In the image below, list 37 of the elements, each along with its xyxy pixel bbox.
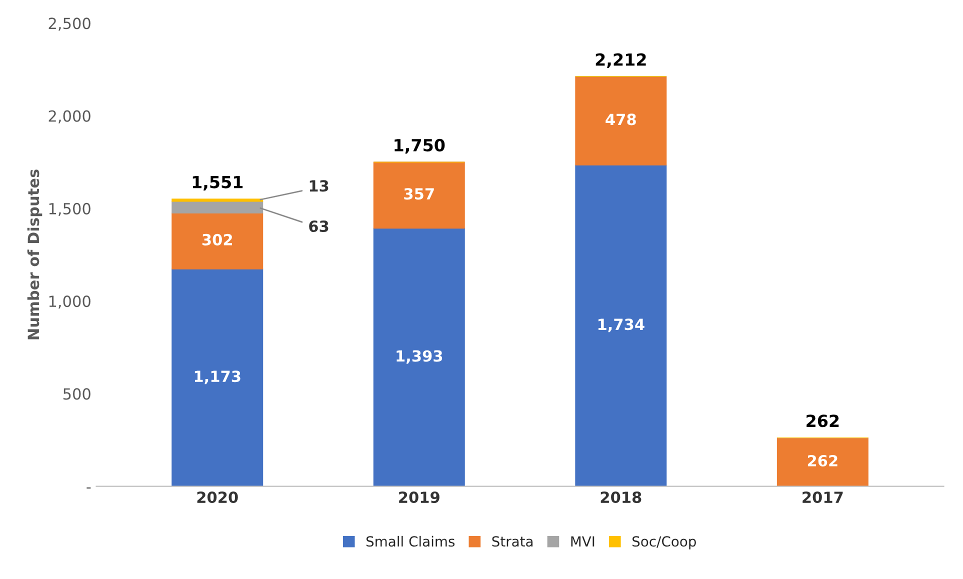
data-label: 478 bbox=[606, 114, 636, 126]
legend-label: Strata bbox=[492, 536, 533, 547]
total-label: 1,750 bbox=[394, 138, 445, 154]
data-label: 63 bbox=[309, 220, 328, 232]
data-label: 262 bbox=[808, 454, 838, 467]
x-tick-label: 2019 bbox=[399, 491, 440, 504]
bar bbox=[172, 201, 264, 214]
total-label: 2,212 bbox=[596, 53, 646, 68]
data-label: 1,393 bbox=[396, 350, 442, 364]
bar bbox=[373, 228, 465, 486]
legend-label: Soc/Coop bbox=[632, 536, 696, 550]
y-tick-label: - bbox=[86, 487, 91, 489]
legend-label: MVI bbox=[571, 536, 594, 546]
y-tick-label: 2,000 bbox=[48, 110, 90, 124]
total-label: 262 bbox=[806, 414, 839, 428]
bar bbox=[373, 162, 465, 229]
data-label: 1,734 bbox=[598, 318, 644, 332]
legend-label: Small Claims bbox=[366, 536, 455, 547]
x-tick-label: 2018 bbox=[600, 491, 642, 504]
data-label: 13 bbox=[310, 180, 328, 192]
x-tick-label: 2017 bbox=[802, 491, 843, 504]
data-label: 1,173 bbox=[194, 370, 240, 384]
y-tick-label: 2,500 bbox=[48, 18, 90, 31]
data-label: 302 bbox=[202, 234, 232, 246]
y-tick-label: 1,000 bbox=[49, 296, 90, 309]
bar bbox=[172, 198, 264, 202]
total-label: 1,551 bbox=[192, 176, 243, 190]
bar bbox=[575, 76, 667, 166]
bar bbox=[172, 212, 264, 270]
bar bbox=[172, 268, 264, 486]
data-label: 357 bbox=[404, 188, 434, 200]
bar bbox=[776, 437, 868, 486]
y-tick-label: 500 bbox=[63, 388, 90, 400]
x-tick-label: 2020 bbox=[197, 491, 238, 504]
y-tick-label: 1,500 bbox=[49, 202, 90, 216]
y-axis-title: Number of Disputes bbox=[27, 170, 42, 340]
bar bbox=[575, 164, 667, 486]
